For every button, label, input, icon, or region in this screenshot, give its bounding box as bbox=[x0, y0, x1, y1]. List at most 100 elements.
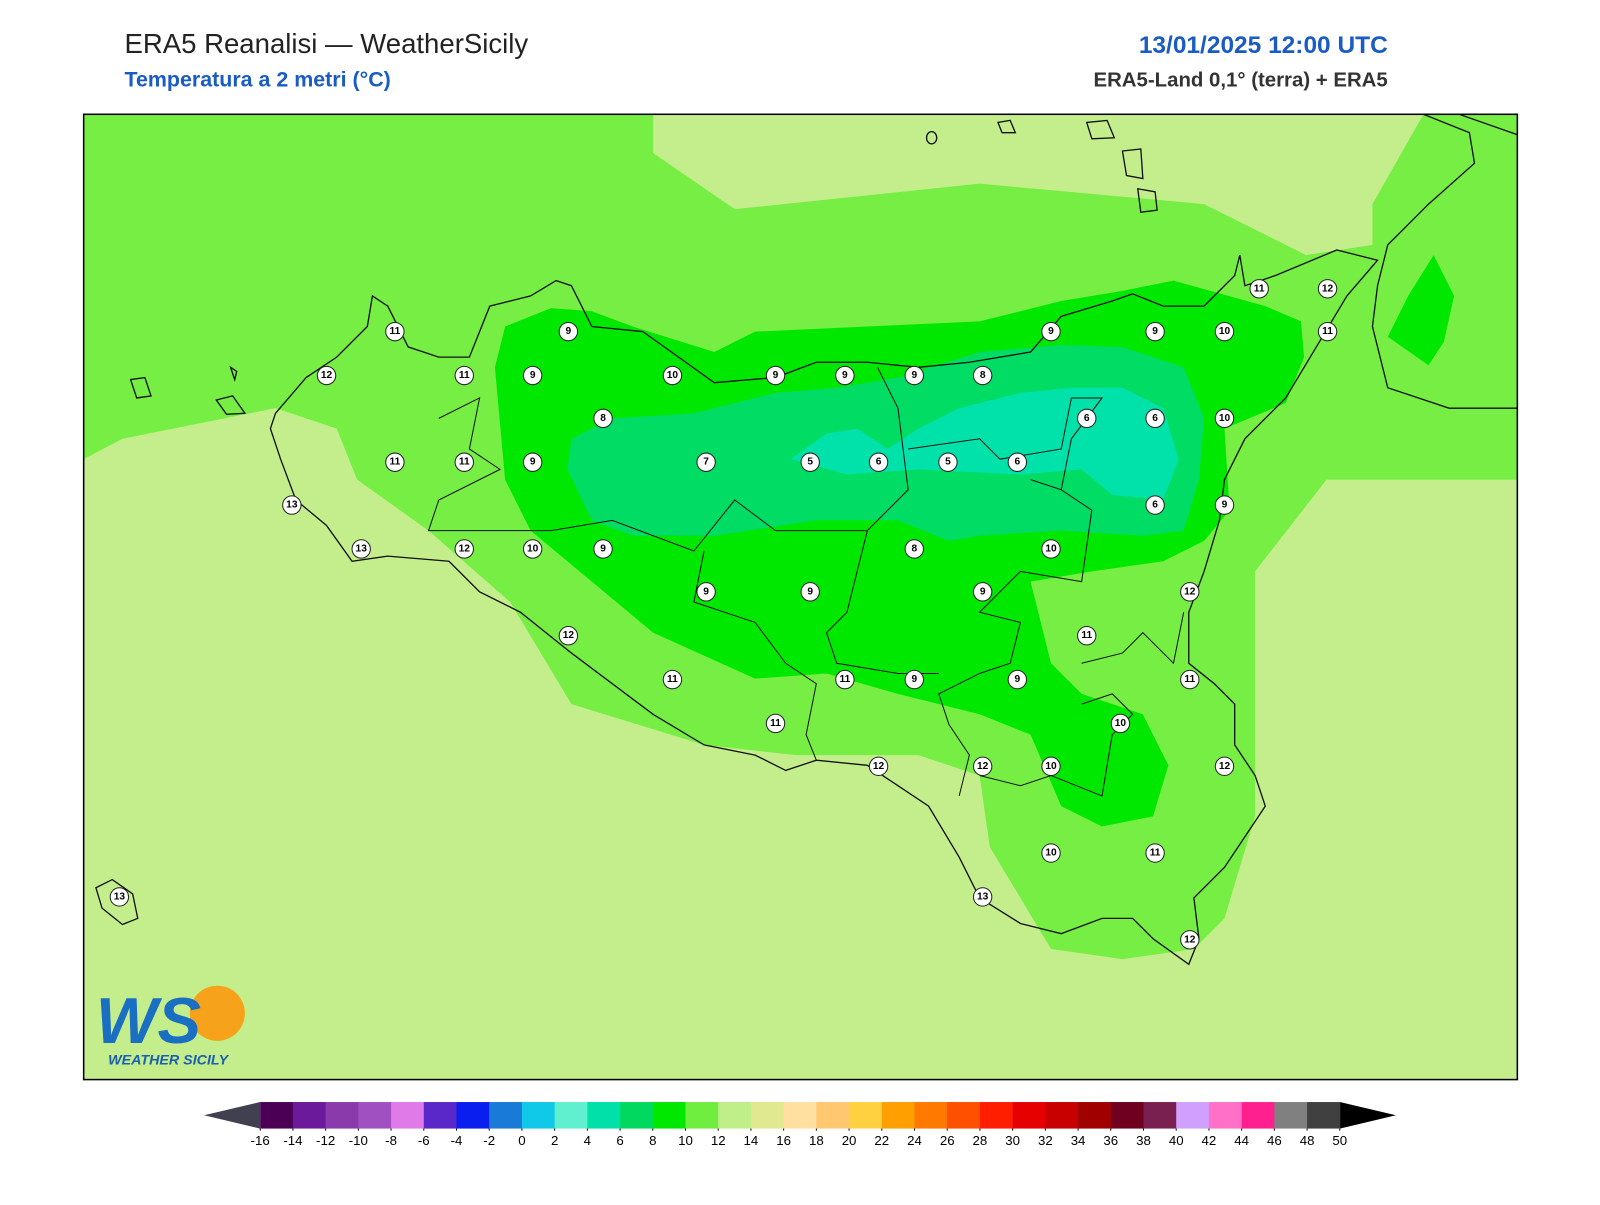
colorbar-segment bbox=[292, 1102, 327, 1129]
station-value: 8 bbox=[600, 413, 606, 424]
map bbox=[82, 113, 1519, 1081]
subtitle: Temperatura a 2 metri (°C) bbox=[124, 68, 390, 92]
logo-name: WEATHER SICILY bbox=[108, 1052, 229, 1068]
colorbar-segment bbox=[1012, 1102, 1046, 1129]
station-marker bbox=[1041, 539, 1061, 559]
station-marker bbox=[972, 582, 993, 602]
station-value: 10 bbox=[1045, 543, 1057, 554]
station-value: 9 bbox=[911, 674, 917, 685]
colorbar-tick-label: 0 bbox=[518, 1133, 525, 1148]
station-marker bbox=[662, 365, 683, 386]
station-value: 11 bbox=[390, 457, 401, 468]
station-marker bbox=[904, 669, 924, 690]
station-value: 12 bbox=[977, 761, 989, 772]
station-marker bbox=[1180, 582, 1200, 602]
station-marker bbox=[904, 365, 924, 386]
colorbar-tick-label: 48 bbox=[1300, 1133, 1315, 1148]
colorbar-segment bbox=[881, 1102, 916, 1129]
station-value: 12 bbox=[1322, 283, 1334, 294]
station-marker bbox=[1214, 408, 1235, 429]
station-marker bbox=[938, 452, 958, 472]
station-value: 9 bbox=[911, 370, 917, 381]
colorbar-segment bbox=[750, 1102, 785, 1129]
station-value: 9 bbox=[1222, 500, 1228, 511]
station-value: 9 bbox=[530, 370, 536, 381]
colorbar-tick-label: -16 bbox=[251, 1133, 270, 1148]
station-marker bbox=[972, 887, 993, 907]
colorbar-tick-label: 34 bbox=[1071, 1133, 1086, 1148]
station-marker bbox=[558, 626, 579, 646]
station-marker bbox=[696, 582, 716, 602]
station-marker bbox=[1214, 321, 1235, 342]
map-frame bbox=[82, 113, 1519, 1081]
colorbar-tick-label: -4 bbox=[451, 1133, 463, 1148]
colorbar-segment bbox=[1143, 1102, 1177, 1129]
station-value: 5 bbox=[945, 457, 951, 468]
station-marker bbox=[1110, 713, 1131, 734]
station-marker bbox=[593, 408, 613, 429]
station-value: 13 bbox=[356, 543, 368, 554]
station-marker bbox=[662, 669, 683, 690]
station-value: 7 bbox=[703, 457, 709, 468]
station-value: 9 bbox=[600, 543, 606, 554]
colorbar-tick-label: 38 bbox=[1136, 1133, 1151, 1148]
station-marker bbox=[522, 365, 543, 386]
colorbar-tick-label: 22 bbox=[874, 1133, 889, 1148]
colorbar-segment bbox=[456, 1102, 490, 1129]
colorbar-tick-label: 20 bbox=[842, 1133, 857, 1148]
colorbar-segment bbox=[1307, 1102, 1341, 1129]
colorbar-segment bbox=[718, 1102, 752, 1129]
station-value: 6 bbox=[1152, 500, 1158, 511]
colorbar-segment bbox=[587, 1102, 621, 1129]
station-marker bbox=[1145, 321, 1165, 342]
station-value: 13 bbox=[114, 891, 126, 902]
colorbar-segment bbox=[947, 1102, 981, 1129]
station-value: 11 bbox=[1254, 283, 1265, 294]
station-value: 6 bbox=[1152, 413, 1158, 424]
station-marker bbox=[1007, 669, 1028, 690]
station-value: 11 bbox=[390, 326, 401, 337]
station-marker bbox=[1077, 408, 1097, 429]
colorbar-tick-label: 44 bbox=[1234, 1133, 1249, 1148]
station-marker bbox=[835, 669, 855, 690]
station-marker bbox=[454, 452, 474, 472]
colorbar-segment bbox=[423, 1102, 458, 1129]
station-value: 8 bbox=[980, 370, 986, 381]
station-value: 6 bbox=[1084, 413, 1090, 424]
datetime: 13/01/2025 12:00 UTC bbox=[1139, 32, 1388, 59]
station-value: 9 bbox=[703, 586, 709, 597]
station-value: 6 bbox=[876, 457, 882, 468]
station-value: 13 bbox=[286, 500, 298, 511]
colorbar-tick-label: 2 bbox=[551, 1133, 558, 1148]
station-value: 6 bbox=[1015, 457, 1021, 468]
colorbar-segment bbox=[1241, 1102, 1275, 1129]
colorbar-under bbox=[204, 1102, 261, 1129]
colorbar-segment bbox=[260, 1102, 294, 1129]
station-marker bbox=[1041, 321, 1061, 342]
station-value: 9 bbox=[1152, 326, 1158, 337]
station-value: 11 bbox=[459, 457, 470, 468]
station-marker bbox=[1145, 408, 1165, 429]
station-value: 11 bbox=[459, 370, 470, 381]
colorbar-segment bbox=[358, 1102, 392, 1129]
station-marker bbox=[109, 887, 130, 907]
station-value: 10 bbox=[667, 370, 679, 381]
station-value: 10 bbox=[1115, 718, 1127, 729]
colorbar-segment bbox=[1078, 1102, 1112, 1129]
colorbar-tick-label: 42 bbox=[1202, 1133, 1217, 1148]
station-value: 9 bbox=[530, 457, 536, 468]
station-value: 10 bbox=[1219, 413, 1231, 424]
station-marker bbox=[800, 582, 820, 602]
colorbar-tick-label: 10 bbox=[678, 1133, 693, 1148]
colorbar-tick-label: -10 bbox=[349, 1133, 368, 1148]
station-marker bbox=[1077, 626, 1097, 646]
station-value: 12 bbox=[1184, 586, 1196, 597]
title: ERA5 Reanalisi — WeatherSicily bbox=[124, 28, 528, 59]
colorbar-segment bbox=[652, 1102, 687, 1129]
station-marker bbox=[593, 539, 613, 559]
colorbar-tick-label: 30 bbox=[1005, 1133, 1020, 1148]
colorbar-segment bbox=[554, 1102, 588, 1129]
station-value: 9 bbox=[807, 586, 813, 597]
colorbar-tick-label: 18 bbox=[809, 1133, 824, 1148]
